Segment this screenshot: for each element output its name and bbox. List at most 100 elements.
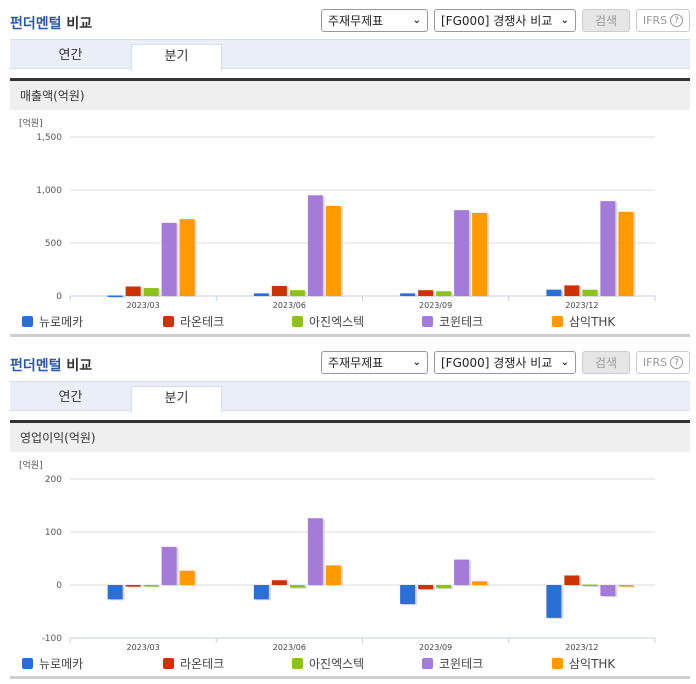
y-tick-label: 500 [45,239,62,249]
bar[interactable] [400,293,416,296]
bar[interactable] [125,286,141,296]
tab-annual[interactable]: 연간 [58,48,83,63]
bar[interactable] [107,295,123,297]
group-select[interactable]: [FG000] 경쟁사 비교 ⌄ [434,9,576,32]
statement-select[interactable]: 주재무제표 ⌄ [321,9,428,32]
legend-label: 코윈테크 [439,315,484,329]
page-title: 펀더멘털 비교 [10,16,93,32]
bar[interactable] [564,285,580,296]
chart-title: 영업이익(억원) [10,420,690,452]
legend-item[interactable]: 뉴로메카 [22,313,83,330]
bar[interactable] [564,575,580,585]
bar[interactable] [454,559,470,585]
legend-swatch-icon [163,658,174,669]
chevron-down-icon: ⌄ [560,15,569,26]
bar[interactable] [454,210,470,296]
y-unit-label: [억원] [19,117,43,129]
legend-swatch-icon [552,658,563,669]
legend-swatch-icon [292,658,303,669]
bar[interactable] [179,219,195,296]
bar-shadow [145,586,161,588]
bar[interactable] [618,211,634,296]
search-button[interactable]: 검색 [582,351,630,374]
bar-chart: [억원] -100 0 100 200 2023/03 2023/06 2023/09 2023… [19,459,656,652]
bar[interactable] [289,585,305,588]
section-header: 펀더멘털 비교 주재무제표 ⌄ [FG000] 경쟁사 비교 ⌄ 검색 IFRS? [10,342,690,382]
statement-select[interactable]: 주재무제표 ⌄ [321,351,428,374]
bar[interactable] [307,518,323,585]
legend-swatch-icon [552,316,563,327]
bar[interactable] [107,585,123,600]
divider [10,334,690,337]
legend-item[interactable]: 삼익THK [552,313,615,330]
bar[interactable] [325,205,341,296]
bar[interactable] [253,585,269,600]
ifrs-help-button[interactable]: IFRS? [636,9,690,32]
tab-quarterly[interactable]: 분기 [131,386,222,413]
y-tick-label: 0 [56,292,62,302]
bar[interactable] [289,290,305,296]
legend-label: 삼익THK [569,657,616,671]
legend-item[interactable]: 아진엑스텍 [292,655,364,672]
bar[interactable] [600,201,616,296]
tab-annual[interactable]: 연간 [58,390,83,405]
legend-item[interactable]: 코윈테크 [422,313,483,330]
bar[interactable] [179,570,195,585]
bar[interactable] [161,546,177,585]
bar[interactable] [600,585,616,597]
bar[interactable] [271,285,287,296]
controls: 주재무제표 ⌄ [FG000] 경쟁사 비교 ⌄ 검색 IFRS? [321,9,690,32]
group-select[interactable]: [FG000] 경쟁사 비교 ⌄ [434,351,576,374]
ifrs-help-button[interactable]: IFRS? [636,351,690,374]
legend-item[interactable]: 라온테크 [163,655,224,672]
bar[interactable] [143,585,159,587]
period-tabs: 연간 분기 [10,381,690,413]
search-button[interactable]: 검색 [582,9,630,32]
bar[interactable] [582,584,598,586]
bar[interactable] [143,288,159,296]
x-tick-label: 2023/03 [127,643,160,652]
legend-swatch-icon [422,316,433,327]
period-tabs: 연간 분기 [10,39,690,71]
legend-item[interactable]: 라온테크 [163,313,224,330]
x-tick-label: 2023/09 [419,643,452,652]
legend-swatch-icon [22,658,33,669]
bar[interactable] [325,565,341,585]
legend-label: 뉴로메카 [39,657,84,671]
bar[interactable] [271,580,287,585]
help-icon: ? [670,14,684,27]
bar[interactable] [307,195,323,296]
legend-item[interactable]: 뉴로메카 [22,655,83,672]
bar[interactable] [161,222,177,296]
y-tick-label: 0 [56,581,62,591]
legend-swatch-icon [292,316,303,327]
legend-label: 라온테크 [180,657,225,671]
legend-label: 뉴로메카 [39,315,84,329]
bar-shadow [109,296,125,298]
bar[interactable] [125,585,141,587]
bar[interactable] [546,585,562,618]
bar[interactable] [618,585,634,587]
controls: 주재무제표 ⌄ [FG000] 경쟁사 비교 ⌄ 검색 IFRS? [321,351,690,374]
bar[interactable] [582,289,598,296]
bar[interactable] [418,290,434,296]
bar[interactable] [472,212,488,296]
bar[interactable] [472,581,488,585]
y-unit-label: [억원] [19,459,43,471]
legend-item[interactable]: 코윈테크 [422,655,483,672]
bar[interactable] [546,289,562,296]
bar[interactable] [400,585,416,605]
legend-item[interactable]: 아진엑스텍 [292,313,364,330]
tab-quarterly[interactable]: 분기 [131,44,222,71]
bar[interactable] [253,293,269,296]
y-tick-label: 1,500 [36,133,62,143]
legend-item[interactable]: 삼익THK [552,655,615,672]
legend-label: 아진엑스텍 [309,657,365,671]
x-tick-label: 2023/06 [273,301,306,310]
legend-label: 코윈테크 [439,657,484,671]
bar[interactable] [436,291,452,296]
y-tick-label: -100 [42,634,63,644]
bar[interactable] [436,585,452,589]
bar[interactable] [418,585,434,590]
chart-legend: 뉴로메카 라온테크 아진엑스텍 코윈테크 삼익THK [22,655,682,671]
